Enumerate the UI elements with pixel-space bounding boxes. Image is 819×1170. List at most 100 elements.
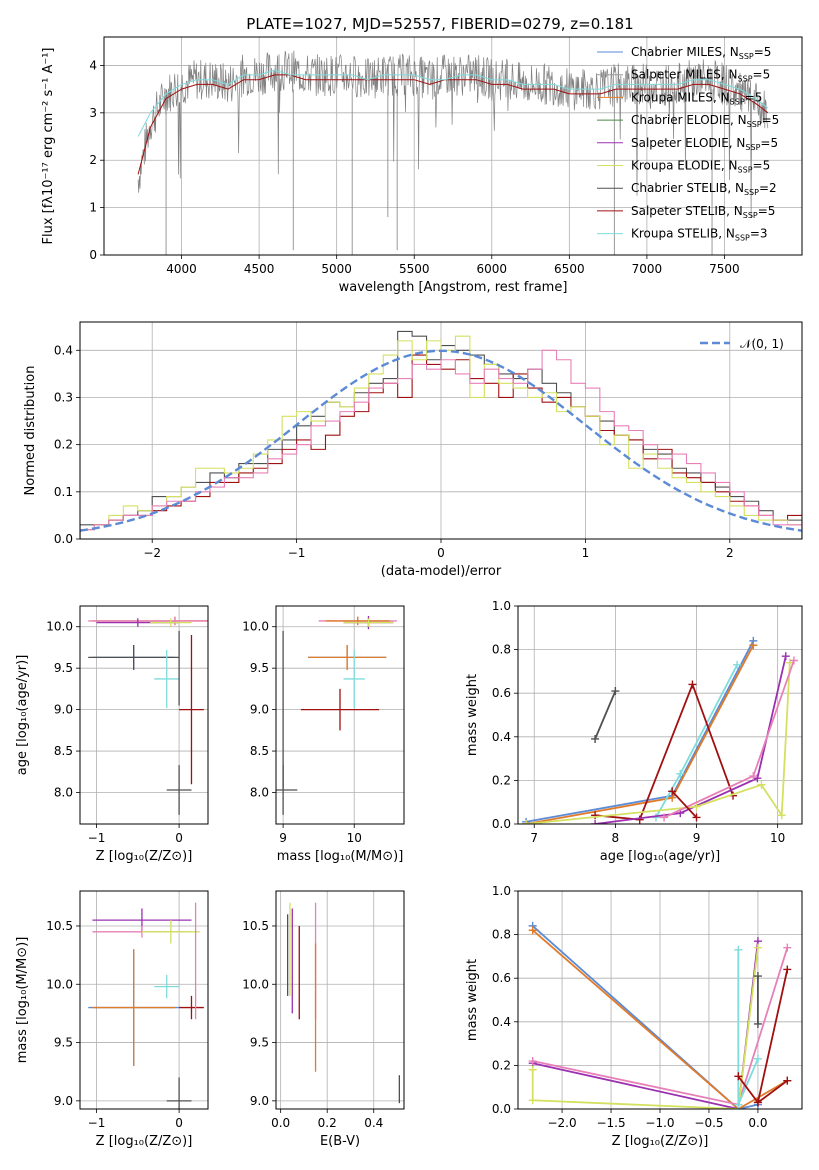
error-bar <box>92 949 175 1066</box>
y-tick-label: 9.5 <box>250 661 269 675</box>
data-point <box>591 734 600 743</box>
data-point <box>781 652 790 661</box>
x-axis-label: Z [log₁₀(Z/Z⊙)] <box>96 849 193 864</box>
x-tick-label: 0.2 <box>318 1116 337 1130</box>
legend-label: Kroupa STELIB, NSSP=3 <box>631 227 768 243</box>
data-point <box>591 811 600 820</box>
y-tick-label: 0.3 <box>54 390 73 404</box>
y-tick-label: 1 <box>89 201 97 215</box>
legend-subscript: SSP <box>743 211 758 220</box>
legend-subscript: SSP <box>745 143 760 152</box>
series-line <box>663 660 795 819</box>
data-point <box>783 965 792 974</box>
x-tick-label: 0.0 <box>748 1116 767 1130</box>
y-tick-label: 0.2 <box>54 438 73 452</box>
data-point <box>522 820 531 824</box>
legend-value: =5 <box>760 136 778 150</box>
mass_vs_Z-plot: −1 0 9.0 9.5 10.0 10.5 Z [log₁₀(Z/Z⊙)] mass [lo… <box>15 890 209 1149</box>
data-point <box>611 687 620 696</box>
y-tick-label: 0.2 <box>492 773 511 787</box>
error-bar <box>179 995 204 1020</box>
gaussian-curve <box>80 349 802 532</box>
legend-value: =3 <box>750 227 768 241</box>
legend-subscript: SSP <box>735 234 750 243</box>
axes-frame <box>517 605 803 825</box>
plot-area <box>522 636 798 824</box>
data-point <box>528 1065 537 1074</box>
data-point <box>757 780 766 789</box>
x-tick-label: 6000 <box>477 262 508 276</box>
legend-label: Kroupa ELODIE, NSSP=5 <box>631 159 770 175</box>
error-bar <box>150 618 192 627</box>
y-tick-label: 4 <box>89 58 97 72</box>
y-axis-label: mass weight <box>465 959 480 1041</box>
plot-area <box>88 616 208 815</box>
data-point <box>753 774 762 783</box>
axes-frame <box>79 605 209 825</box>
plot-area <box>276 615 397 815</box>
legend-label: Chabrier ELODIE, NSSP=5 <box>631 113 779 129</box>
histogram-series <box>80 335 802 539</box>
y-tick-label: 10.0 <box>242 977 269 991</box>
x-axis-label: Z [log₁₀(Z/Z⊙)] <box>96 1134 193 1149</box>
y-tick-label: 0 <box>89 248 97 262</box>
legend-subscript: SSP <box>747 120 762 129</box>
x-tick-label: −2 <box>143 546 161 560</box>
legend-subscript: SSP <box>744 188 759 197</box>
x-tick-label: −2.0 <box>547 1116 576 1130</box>
y-tick-label: 0.6 <box>492 686 511 700</box>
y-axis-label: Normed distribution <box>23 366 38 496</box>
x-axis-label: E(B-V) <box>320 1134 360 1149</box>
data-point <box>733 660 742 669</box>
error-bar <box>154 974 180 999</box>
age_vs_Z-plot: −1 0 8.0 8.5 9.0 9.5 10.0 Z [log₁₀(Z/Z⊙)] age [l… <box>15 605 209 864</box>
histogram-series <box>80 330 802 539</box>
data-point <box>783 943 792 952</box>
y-tick-label: 9.0 <box>250 1094 269 1108</box>
data-point <box>528 926 537 935</box>
y-tick-label: 10.0 <box>46 620 73 634</box>
data-point <box>749 641 758 650</box>
data-spectrum <box>137 50 769 218</box>
error-bar <box>141 920 200 944</box>
data-point <box>753 943 762 952</box>
error-bar <box>325 616 390 626</box>
x-tick-label: 7500 <box>709 262 740 276</box>
x-tick-label: 10 <box>347 831 362 845</box>
y-tick-label: 0.8 <box>492 643 511 657</box>
legend-subscript: SSP <box>738 166 753 175</box>
plot-area <box>88 902 204 1109</box>
y-tick-label: 9.0 <box>54 1094 73 1108</box>
data-point <box>734 1100 743 1109</box>
x-tick-label: 5500 <box>399 262 430 276</box>
y-tick-label: 10.0 <box>46 977 73 991</box>
data-point <box>528 1096 537 1105</box>
y-axis-label: mass weight <box>465 674 480 756</box>
y-tick-label: 8.0 <box>250 786 269 800</box>
legend-value: =5 <box>753 68 771 82</box>
x-tick-label: 0.0 <box>271 1116 290 1130</box>
y-tick-label: 8.5 <box>250 744 269 758</box>
axes-frame <box>79 890 209 1110</box>
histogram-series <box>80 354 802 539</box>
x-tick-label: 8 <box>612 831 620 845</box>
legend-label: Salpeter STELIB, NSSP=5 <box>631 204 775 220</box>
data-point <box>734 1072 743 1081</box>
series-line <box>757 1079 788 1104</box>
series-line <box>671 790 698 819</box>
x-tick-label: 7000 <box>632 262 663 276</box>
axes-frame <box>275 605 405 825</box>
series-line <box>595 681 734 821</box>
y-tick-label: 0.1 <box>54 485 73 499</box>
data-point <box>753 1019 762 1028</box>
data-point <box>688 680 697 689</box>
error-bar <box>343 649 365 708</box>
series-line <box>594 690 617 740</box>
y-tick-label: 1.0 <box>492 599 511 613</box>
x-tick-label: 6500 <box>554 262 585 276</box>
model-spectrum <box>137 74 769 175</box>
error-bar <box>88 644 180 670</box>
error-bar <box>166 765 192 815</box>
axes-frame <box>517 890 803 1110</box>
data-point <box>783 1076 792 1085</box>
